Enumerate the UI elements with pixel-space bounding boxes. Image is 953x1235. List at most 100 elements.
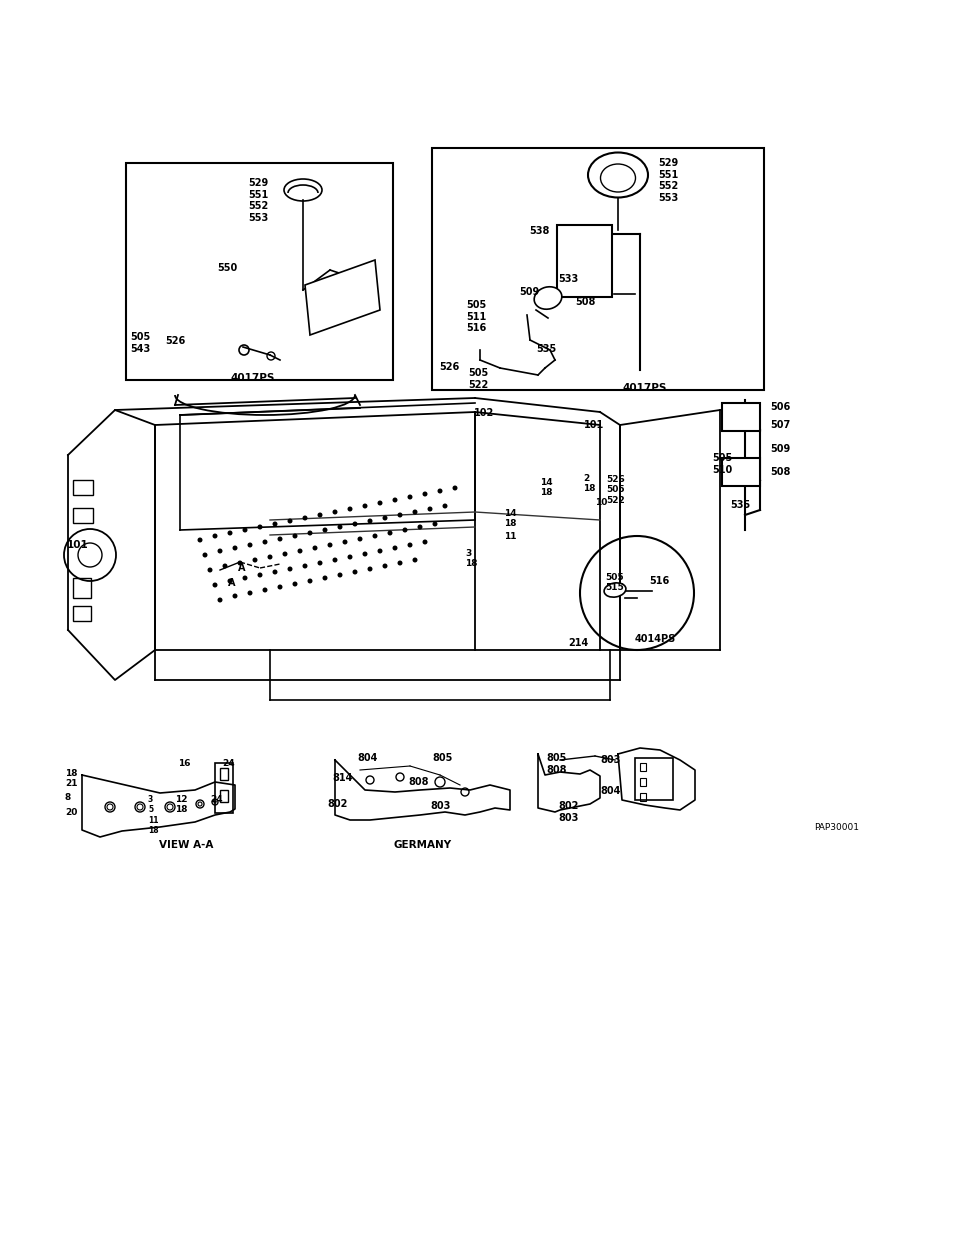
Circle shape xyxy=(437,489,442,494)
Circle shape xyxy=(322,576,327,580)
Text: 550: 550 xyxy=(216,263,237,273)
Bar xyxy=(557,225,612,296)
Circle shape xyxy=(307,578,313,583)
Text: 529
551
552
553: 529 551 552 553 xyxy=(658,158,678,203)
Circle shape xyxy=(337,573,342,578)
Text: 505
522: 505 522 xyxy=(468,368,488,389)
Bar xyxy=(639,763,645,771)
Circle shape xyxy=(382,563,387,568)
Text: 102: 102 xyxy=(474,408,494,417)
Bar xyxy=(635,758,672,800)
Circle shape xyxy=(347,555,352,559)
Circle shape xyxy=(382,515,387,520)
Bar xyxy=(126,163,393,380)
Circle shape xyxy=(282,552,287,557)
Bar xyxy=(639,793,645,802)
Text: 24: 24 xyxy=(210,795,222,804)
Text: 535: 535 xyxy=(536,345,556,354)
Text: 3
5
11
18: 3 5 11 18 xyxy=(148,795,158,835)
Text: 535: 535 xyxy=(729,500,749,510)
Circle shape xyxy=(242,527,247,532)
Bar xyxy=(73,508,92,522)
Circle shape xyxy=(322,527,327,532)
Text: 526
505
522: 526 505 522 xyxy=(605,475,624,505)
Circle shape xyxy=(213,534,217,538)
Text: A: A xyxy=(228,578,235,588)
Text: 804: 804 xyxy=(599,785,619,797)
Circle shape xyxy=(352,521,357,526)
Circle shape xyxy=(392,498,397,503)
Bar xyxy=(721,458,760,487)
Circle shape xyxy=(293,534,297,538)
Circle shape xyxy=(277,584,282,589)
Circle shape xyxy=(233,594,237,599)
Circle shape xyxy=(217,548,222,553)
Circle shape xyxy=(302,563,307,568)
Text: GERMANY: GERMANY xyxy=(394,840,452,850)
Bar xyxy=(220,790,228,802)
Polygon shape xyxy=(305,261,379,335)
Circle shape xyxy=(227,578,233,583)
Circle shape xyxy=(262,540,267,545)
Circle shape xyxy=(253,557,257,562)
Circle shape xyxy=(257,525,262,530)
Text: 516: 516 xyxy=(648,576,669,585)
Text: 802
803: 802 803 xyxy=(558,802,578,823)
Circle shape xyxy=(427,506,432,511)
Circle shape xyxy=(432,521,437,526)
Circle shape xyxy=(367,519,372,524)
Text: 10: 10 xyxy=(595,498,607,508)
Text: 505
543: 505 543 xyxy=(130,332,150,353)
Circle shape xyxy=(327,542,333,547)
Circle shape xyxy=(317,561,322,566)
Text: 803: 803 xyxy=(599,755,619,764)
Bar xyxy=(432,148,763,390)
Circle shape xyxy=(217,598,222,603)
Circle shape xyxy=(402,527,407,532)
Circle shape xyxy=(417,525,422,530)
Text: 805
808: 805 808 xyxy=(545,753,566,774)
Circle shape xyxy=(333,510,337,515)
Bar xyxy=(639,778,645,785)
Circle shape xyxy=(233,546,237,551)
Text: 3
18: 3 18 xyxy=(464,550,477,568)
Text: 101: 101 xyxy=(67,540,89,550)
Circle shape xyxy=(407,542,412,547)
Circle shape xyxy=(352,569,357,574)
Text: 506: 506 xyxy=(769,403,789,412)
Circle shape xyxy=(307,531,313,536)
Circle shape xyxy=(392,546,397,551)
Circle shape xyxy=(273,569,277,574)
Text: 14
18: 14 18 xyxy=(539,478,552,498)
Text: 509: 509 xyxy=(518,287,538,296)
Circle shape xyxy=(377,500,382,505)
Circle shape xyxy=(412,510,417,515)
Circle shape xyxy=(257,573,262,578)
Circle shape xyxy=(293,582,297,587)
Text: 101: 101 xyxy=(583,420,603,430)
Text: 505
511
516: 505 511 516 xyxy=(465,300,486,333)
Bar xyxy=(220,768,228,781)
Circle shape xyxy=(227,531,233,536)
Circle shape xyxy=(208,568,213,573)
Circle shape xyxy=(412,557,417,562)
Circle shape xyxy=(422,540,427,545)
Circle shape xyxy=(337,525,342,530)
Text: 508: 508 xyxy=(575,296,595,308)
Text: 529
551
552
553: 529 551 552 553 xyxy=(248,178,268,222)
Text: 505
515: 505 515 xyxy=(604,573,623,593)
Circle shape xyxy=(362,504,367,509)
Text: 526: 526 xyxy=(165,336,185,346)
Circle shape xyxy=(237,561,242,566)
Circle shape xyxy=(372,534,377,538)
Circle shape xyxy=(302,515,307,520)
Text: 8: 8 xyxy=(65,793,71,802)
Ellipse shape xyxy=(599,164,635,191)
Bar xyxy=(73,606,91,621)
Text: 507: 507 xyxy=(769,420,789,430)
Text: A: A xyxy=(237,563,245,573)
Circle shape xyxy=(213,583,217,588)
Circle shape xyxy=(277,536,282,541)
Text: 802: 802 xyxy=(327,799,347,809)
Circle shape xyxy=(287,567,293,572)
